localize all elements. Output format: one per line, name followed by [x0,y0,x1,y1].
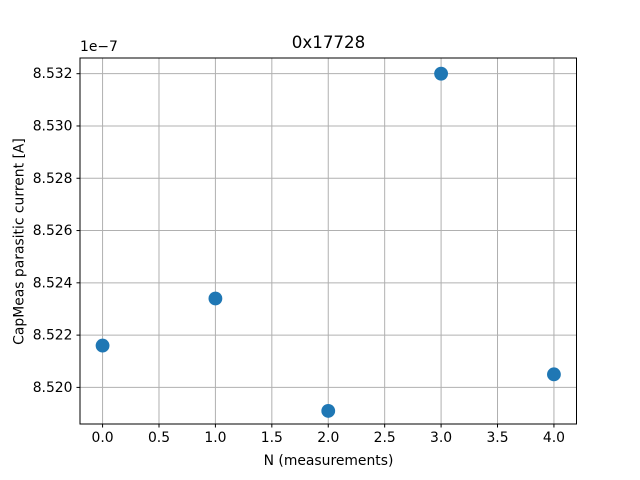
scatter-point [208,291,223,306]
x-tick-label: 3.5 [486,430,508,446]
x-tick-label: 1.0 [204,430,226,446]
y-tick-label: 8.532 [33,66,73,82]
y-axis-label: CapMeas parasitic current [A] [11,138,28,345]
y-axis-offset-text: 1e−7 [80,39,118,55]
y-tick-label: 8.530 [33,118,73,134]
y-tick-label: 8.526 [33,223,73,239]
scatter-point [434,66,448,81]
y-tick-label: 8.528 [33,171,73,187]
y-tick-label: 8.522 [33,328,73,344]
y-tick-label: 8.520 [33,380,73,396]
y-tick-label: 8.524 [33,275,73,291]
x-tick-label: 0.0 [92,430,114,446]
x-tick-label: 2.0 [317,430,339,446]
chart-title: 0x17728 [291,32,366,52]
scatter-point [95,338,110,353]
x-axis-label: N (measurements) [263,453,394,469]
x-tick-label: 3.0 [430,430,452,446]
scatter-point [321,404,336,418]
x-tick-label: 1.5 [261,430,283,446]
x-tick-label: 4.0 [543,430,565,446]
x-tick-label: 2.5 [374,430,396,446]
scatter-point [547,367,561,382]
x-tick-label: 0.5 [148,430,170,446]
